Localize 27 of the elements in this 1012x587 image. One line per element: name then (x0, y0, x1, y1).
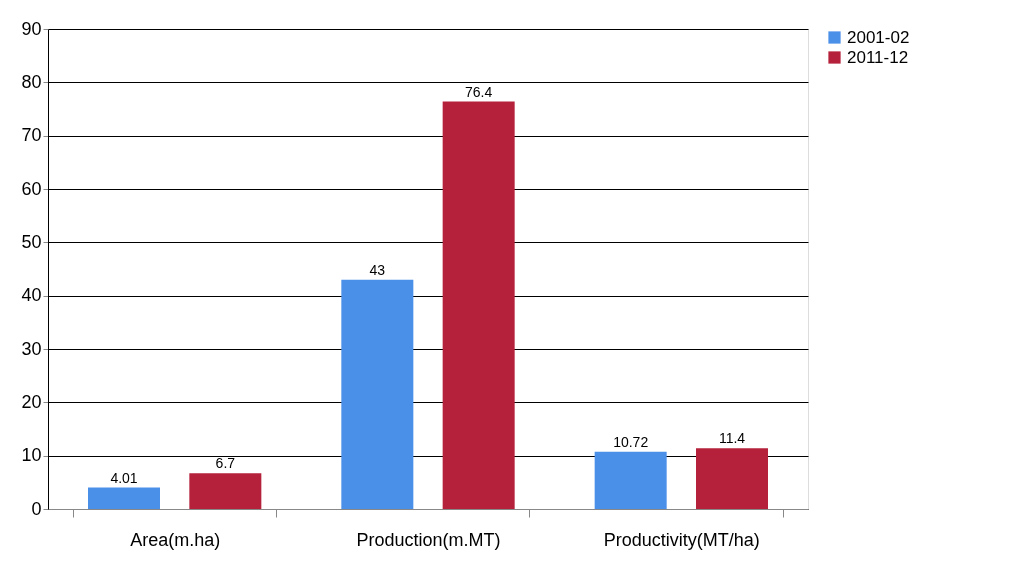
y-tick-label: 70 (21, 125, 42, 146)
data-label: 6.7 (215, 455, 236, 472)
y-tick-label: 20 (21, 391, 42, 412)
y-tick-label: 90 (21, 18, 42, 39)
data-label: 76.4 (465, 83, 493, 100)
y-tick-label: 40 (21, 285, 42, 306)
data-label: 11.4 (718, 430, 746, 447)
y-tick-label: 10 (21, 445, 42, 466)
x-tick-label: Productivity(MT/ha) (603, 529, 760, 550)
x-tick-label: Area(m.ha) (130, 529, 221, 550)
bar (189, 473, 262, 509)
data-label: 10.72 (613, 433, 649, 450)
bar (442, 101, 515, 509)
data-label: 43 (369, 261, 386, 278)
bar (696, 448, 768, 509)
y-tick-label: 30 (21, 338, 42, 359)
bar (341, 279, 414, 509)
legend-label: 2001-02 (847, 27, 910, 47)
x-tick-label: Production(m.MT) (356, 529, 501, 550)
y-tick-label: 50 (21, 231, 42, 252)
bar (88, 487, 160, 509)
y-tick-label: 0 (31, 498, 42, 519)
y-tick-label: 60 (21, 178, 42, 199)
bar (594, 451, 667, 509)
legend-label: 2011-12 (847, 47, 909, 67)
data-label: 4.01 (110, 469, 138, 486)
y-tick-label: 80 (21, 71, 42, 92)
